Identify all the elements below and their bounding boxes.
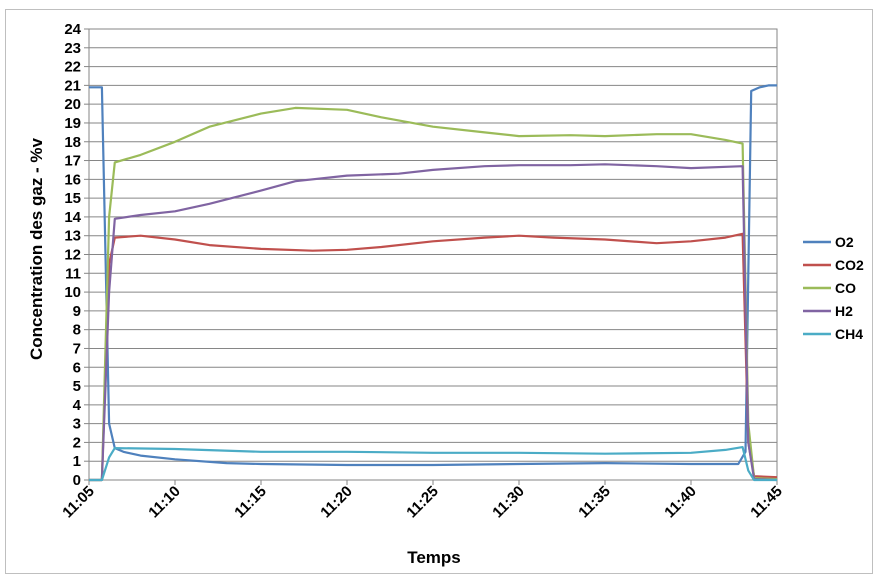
- y-tick-label: 10: [64, 284, 81, 301]
- x-tick-label: 11:45: [747, 483, 786, 522]
- y-tick-label: 5: [73, 378, 81, 395]
- x-tick-label: 11:35: [575, 483, 614, 522]
- chart-frame: [5, 9, 873, 574]
- y-tick-label: 14: [64, 209, 81, 226]
- series-line-co2: [89, 232, 778, 482]
- y-tick-label: 17: [64, 153, 81, 170]
- y-tick-label: 3: [73, 416, 81, 433]
- y-tick-label: 4: [73, 397, 82, 414]
- legend: O2 CO2 CO H2 CH4: [803, 234, 864, 342]
- y-tick-label: 11: [65, 265, 81, 282]
- y-tick-label: 12: [64, 247, 81, 264]
- y-tick-label: 22: [64, 59, 81, 76]
- gridlines: [88, 28, 778, 481]
- series-line-h2: [89, 163, 778, 482]
- x-tick-label: 11:40: [661, 483, 700, 522]
- series-line-ch4: [89, 446, 777, 482]
- y-tick-label: 13: [64, 228, 81, 245]
- series-line-o2: [89, 84, 777, 467]
- legend-label-o2: O2: [835, 234, 854, 250]
- legend-label-h2: H2: [835, 303, 853, 319]
- y-tick-label: 18: [64, 134, 81, 151]
- legend-label-co: CO: [835, 280, 856, 296]
- y-tick-label: 23: [64, 40, 81, 57]
- y-tick-label: 6: [73, 359, 81, 376]
- x-tick-label: 11:10: [145, 483, 184, 522]
- y-tick-label: 21: [64, 77, 81, 94]
- x-axis-title: Temps: [407, 548, 461, 567]
- x-tick-label: 11:30: [489, 483, 528, 522]
- y-tick-label: 19: [64, 115, 81, 132]
- y-tick-label: 15: [64, 190, 81, 207]
- x-tick-label: 11:25: [403, 483, 442, 522]
- y-tick-label: 0: [73, 472, 81, 489]
- y-tick-label: 24: [64, 21, 81, 38]
- legend-label-co2: CO2: [835, 257, 864, 273]
- y-tick-label: 2: [73, 434, 81, 451]
- y-tick-label: 7: [73, 340, 81, 357]
- series-lines: [89, 84, 778, 482]
- y-tick-label: 1: [73, 453, 81, 470]
- legend-label-ch4: CH4: [835, 326, 863, 342]
- y-tick-label: 9: [73, 303, 81, 320]
- x-axis-ticks: 11:05 11:10 11:15 11:20 11:25 11:30 11:35 11:40…: [59, 480, 786, 521]
- y-tick-label: 16: [64, 171, 81, 188]
- y-tick-label: 8: [73, 322, 81, 339]
- x-tick-label: 11:20: [317, 483, 356, 522]
- series-line-co: [89, 106, 778, 482]
- y-tick-label: 20: [64, 96, 81, 113]
- y-axis-title: Concentration des gaz - %v: [27, 137, 46, 360]
- x-tick-label: 11:15: [231, 483, 270, 522]
